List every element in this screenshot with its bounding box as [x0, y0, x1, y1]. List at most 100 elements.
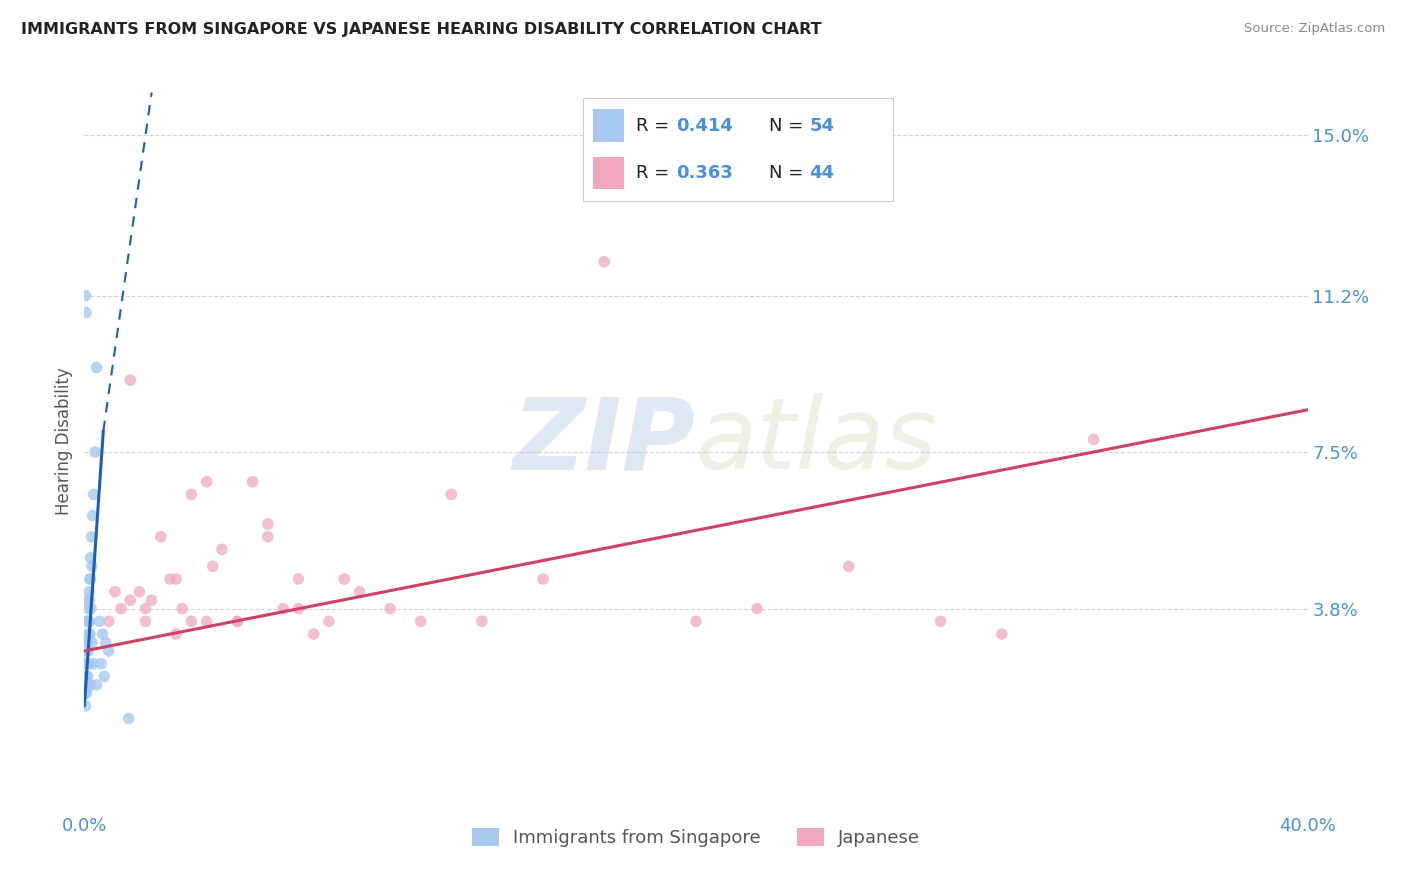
Text: ZIP: ZIP: [513, 393, 696, 490]
Point: [180, 615, 202, 629]
Point: [118, 712, 141, 726]
Point: [159, 572, 181, 586]
Point: [287, 572, 309, 586]
Point: [165, 572, 187, 586]
Point: [135, 615, 157, 629]
Point: [75, 635, 97, 649]
Point: [75, 686, 97, 700]
Point: [86, 678, 108, 692]
Point: [257, 516, 280, 531]
Point: [75, 678, 97, 692]
Point: [195, 475, 218, 489]
Point: [76, 644, 98, 658]
Point: [149, 530, 172, 544]
Point: [83, 487, 105, 501]
Point: [76, 635, 98, 649]
Point: [80, 601, 103, 615]
Point: [82, 508, 104, 523]
Point: [89, 615, 111, 629]
Point: [165, 627, 187, 641]
Point: [90, 657, 112, 671]
Point: [471, 615, 494, 629]
Point: [128, 584, 150, 599]
Point: [94, 635, 117, 649]
Point: [79, 678, 101, 692]
Point: [79, 572, 101, 586]
Point: [76, 657, 98, 671]
Point: [76, 669, 98, 683]
Point: [79, 550, 101, 565]
Point: [77, 593, 100, 607]
Point: [76, 615, 98, 629]
Point: [120, 593, 142, 607]
Point: [76, 681, 98, 696]
Point: [333, 572, 356, 586]
Point: [380, 601, 402, 615]
Point: [1083, 433, 1105, 447]
Text: 44: 44: [810, 164, 834, 182]
Point: [120, 373, 142, 387]
Text: N =: N =: [769, 117, 808, 135]
FancyBboxPatch shape: [593, 110, 624, 142]
Point: [93, 669, 115, 683]
Point: [201, 559, 224, 574]
Point: [76, 657, 98, 671]
Point: [76, 669, 98, 683]
Point: [747, 601, 769, 615]
Point: [76, 615, 98, 629]
Point: [77, 601, 100, 615]
Point: [83, 657, 105, 671]
Point: [77, 657, 100, 671]
Point: [97, 615, 120, 629]
Point: [75, 686, 97, 700]
Point: [80, 530, 103, 544]
Point: [75, 657, 97, 671]
Point: [77, 644, 100, 658]
Point: [226, 615, 249, 629]
Text: 54: 54: [810, 117, 834, 135]
Point: [77, 627, 100, 641]
Text: R =: R =: [636, 117, 675, 135]
FancyBboxPatch shape: [593, 157, 624, 189]
Point: [79, 615, 101, 629]
Point: [257, 530, 280, 544]
Point: [211, 542, 233, 557]
Point: [86, 360, 108, 375]
Point: [141, 593, 163, 607]
Point: [991, 627, 1014, 641]
Point: [318, 615, 340, 629]
Point: [195, 615, 218, 629]
Text: R =: R =: [636, 164, 675, 182]
Text: atlas: atlas: [696, 393, 938, 490]
Point: [77, 584, 100, 599]
Point: [75, 698, 97, 713]
Point: [838, 559, 860, 574]
Point: [242, 475, 264, 489]
Point: [77, 615, 100, 629]
Point: [929, 615, 952, 629]
Text: 0.363: 0.363: [676, 164, 733, 182]
Point: [79, 627, 101, 641]
Point: [75, 657, 97, 671]
Point: [440, 487, 463, 501]
Point: [287, 601, 309, 615]
Point: [76, 644, 98, 658]
Point: [302, 627, 325, 641]
Y-axis label: Hearing Disability: Hearing Disability: [55, 368, 73, 516]
Point: [76, 678, 98, 692]
Point: [84, 445, 107, 459]
Point: [80, 635, 103, 649]
Point: [80, 559, 103, 574]
Point: [685, 615, 707, 629]
Point: [77, 593, 100, 607]
Point: [76, 678, 98, 692]
Point: [75, 305, 97, 319]
Point: [172, 601, 194, 615]
Point: [135, 601, 157, 615]
Point: [349, 584, 371, 599]
Point: [110, 601, 132, 615]
Point: [75, 288, 97, 302]
Text: IMMIGRANTS FROM SINGAPORE VS JAPANESE HEARING DISABILITY CORRELATION CHART: IMMIGRANTS FROM SINGAPORE VS JAPANESE HE…: [21, 22, 821, 37]
Point: [180, 487, 202, 501]
Text: 0.414: 0.414: [676, 117, 733, 135]
